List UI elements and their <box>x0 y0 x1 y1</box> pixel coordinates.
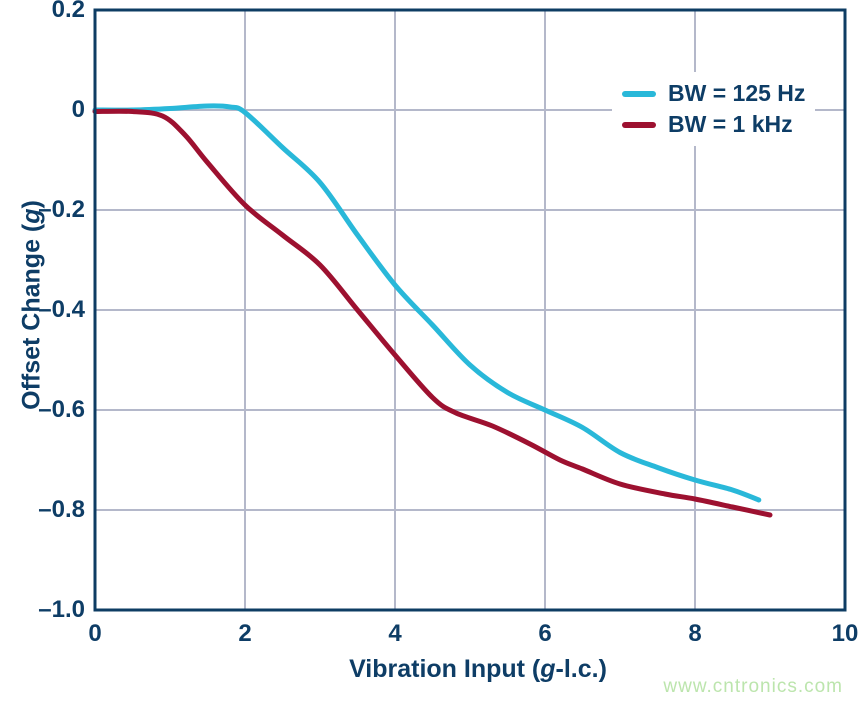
legend-swatch <box>622 121 656 128</box>
y-axis-title: Offset Change (g) <box>18 200 47 410</box>
y-axis-title-italic-g: g <box>17 208 46 224</box>
x-axis-title-italic-g: g <box>540 655 556 683</box>
y-tick-label: –0.8 <box>38 496 85 523</box>
y-tick-label: –1.0 <box>38 596 85 623</box>
series-line-bw-125hz <box>92 103 762 503</box>
x-tick-label: 0 <box>88 620 102 647</box>
y-tick-label: –0.6 <box>38 396 85 423</box>
legend: BW = 125 Hz BW = 1 kHz <box>612 72 816 146</box>
x-axis-title-text: Vibration Input ( <box>349 655 541 683</box>
watermark: www.cntronics.com <box>663 676 843 697</box>
legend-item-bw-1khz: BW = 1 kHz <box>622 109 805 140</box>
x-axis-title-suffix: -l.c.) <box>555 655 607 683</box>
legend-swatch <box>622 90 656 97</box>
y-axis-title-text: Offset Change ( <box>17 223 46 410</box>
x-tick-label: 8 <box>688 620 702 647</box>
x-tick-label: 6 <box>538 620 552 647</box>
x-tick-label: 2 <box>238 620 252 647</box>
x-tick-label: 4 <box>388 620 402 647</box>
legend-item-bw-125hz: BW = 125 Hz <box>622 78 805 109</box>
legend-label: BW = 1 kHz <box>668 111 793 137</box>
series-line-bw-1khz <box>92 108 773 518</box>
y-axis-title-suffix: ) <box>17 200 46 209</box>
y-tick-label: –0.2 <box>38 196 85 223</box>
y-tick-label: 0 <box>71 96 85 123</box>
y-tick-label: –0.4 <box>38 296 85 323</box>
y-tick-label: 0.2 <box>51 0 85 23</box>
plot-border <box>93 8 847 612</box>
x-axis-title: Vibration Input (g-l.c.) <box>349 655 607 684</box>
x-tick-label: 10 <box>831 620 859 647</box>
legend-label: BW = 125 Hz <box>668 80 806 106</box>
